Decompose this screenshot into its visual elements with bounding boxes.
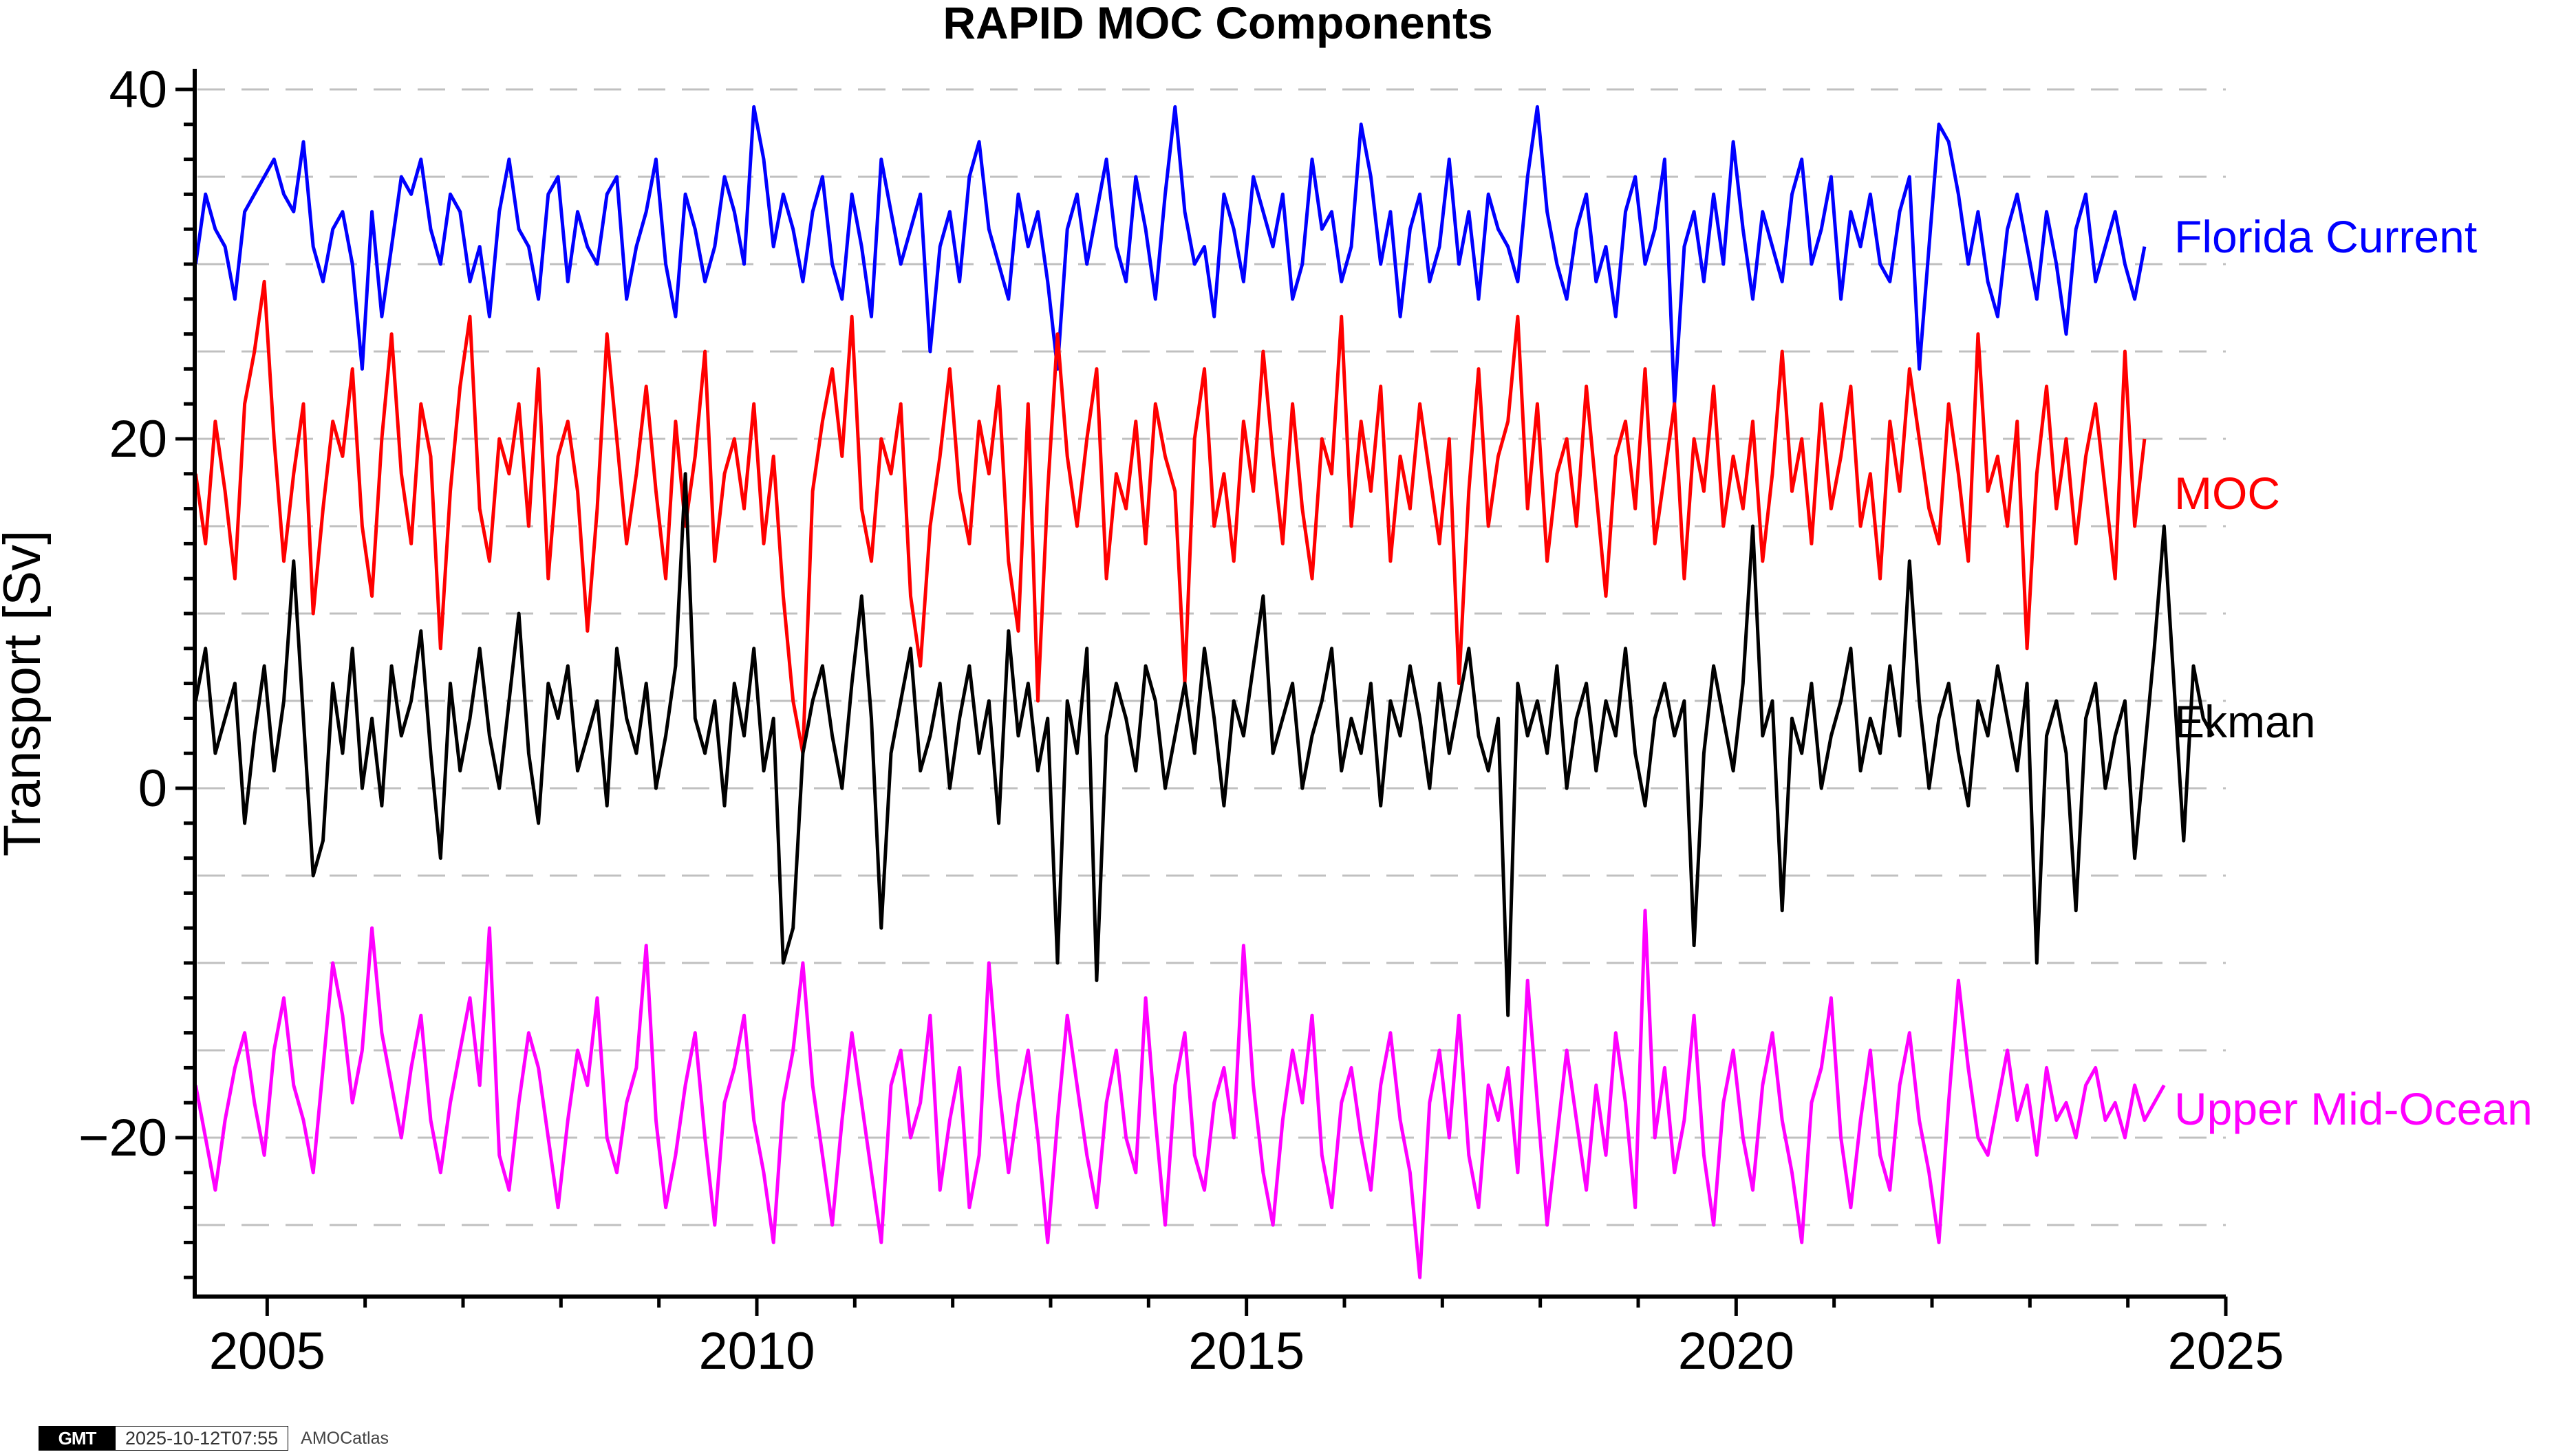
y-tick-label: −20 — [78, 1109, 167, 1167]
series-label-moc: MOC — [2174, 468, 2280, 519]
timestamp: 2025-10-12T07:55 — [116, 1426, 289, 1451]
source-label: AMOCatlas — [301, 1428, 389, 1448]
y-tick-label: 40 — [109, 61, 167, 119]
y-axis-label: Transport [Sv] — [0, 530, 52, 856]
series-label-ekman: Ekman — [2174, 696, 2315, 747]
series-label-florida-current: Florida Current — [2174, 211, 2477, 262]
series-labels: Florida Current MOC Ekman Upper Mid-Ocean — [2174, 211, 2533, 1134]
x-tick-label: 2025 — [2167, 1322, 2284, 1380]
x-tick-label: 2015 — [1188, 1322, 1305, 1380]
chart-title: RAPID MOC Components — [943, 0, 1492, 48]
series-line-moc — [193, 279, 2147, 755]
series-line-upper-mid-ocean — [193, 909, 2166, 1279]
series-lines — [193, 105, 2215, 1279]
y-tick-label: 0 — [138, 759, 167, 818]
x-axis-ticks: 2005 2010 2015 2020 2025 — [209, 1297, 2284, 1380]
gmt-logo-icon: GMT — [39, 1426, 116, 1451]
series-line-ekman — [193, 472, 2215, 1017]
grid-lines — [197, 88, 2226, 1226]
series-line-florida-current — [193, 105, 2147, 406]
y-tick-label: 20 — [109, 410, 167, 468]
x-tick-label: 2020 — [1678, 1322, 1794, 1380]
x-tick-label: 2010 — [698, 1322, 815, 1380]
x-tick-label: 2005 — [209, 1322, 325, 1380]
gmt-timestamp-stamp: GMT 2025-10-12T07:55 AMOCatlas — [39, 1426, 389, 1451]
y-axis-ticks: −20 0 20 40 — [78, 61, 195, 1279]
series-label-upper-mid-ocean: Upper Mid-Ocean — [2174, 1083, 2533, 1134]
